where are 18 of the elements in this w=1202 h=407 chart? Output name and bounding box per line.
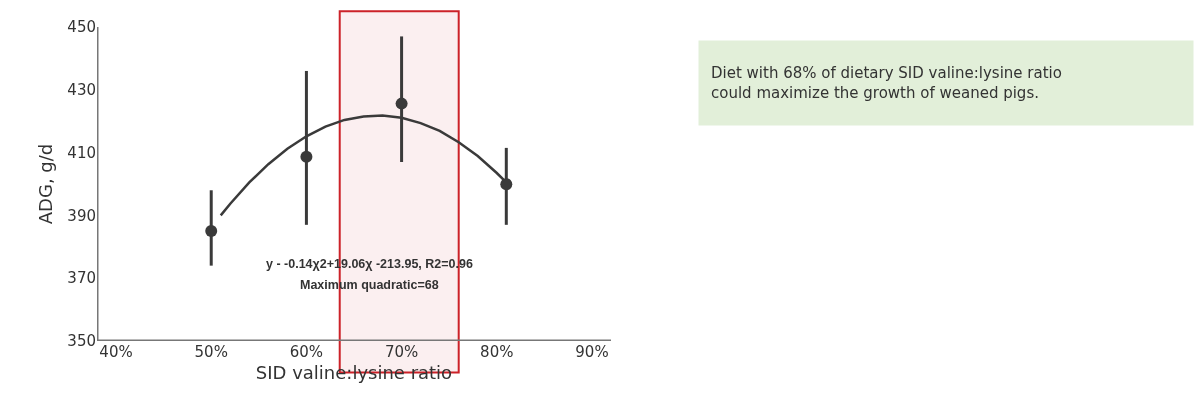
- y-tick-label: 390: [67, 206, 96, 225]
- text: Diet with 68% of dietary SID valine:lysine ratio could maximize the growth of weaned pigs.: [711, 64, 1062, 102]
- y-tick-label: 430: [67, 81, 96, 100]
- point: [300, 150, 313, 163]
- x-tick-label: 90%: [575, 343, 609, 361]
- x-tick-label: 60%: [289, 343, 324, 361]
- y-axis-title: ADG, g/d: [34, 143, 56, 225]
- x-tick-label: 70%: [384, 343, 419, 361]
- x-tick-label: 40%: [99, 343, 133, 361]
- point: [500, 178, 513, 191]
- x-tick-label: 80%: [480, 343, 514, 361]
- y-tick-label: 350: [67, 332, 96, 351]
- x-tick-label: 50%: [194, 343, 228, 361]
- point: [395, 97, 408, 110]
- y-tick-label: 370: [67, 269, 96, 288]
- y-tick-label: 450: [67, 18, 96, 37]
- y-tick-label: 410: [67, 143, 96, 162]
- point: [205, 225, 218, 238]
